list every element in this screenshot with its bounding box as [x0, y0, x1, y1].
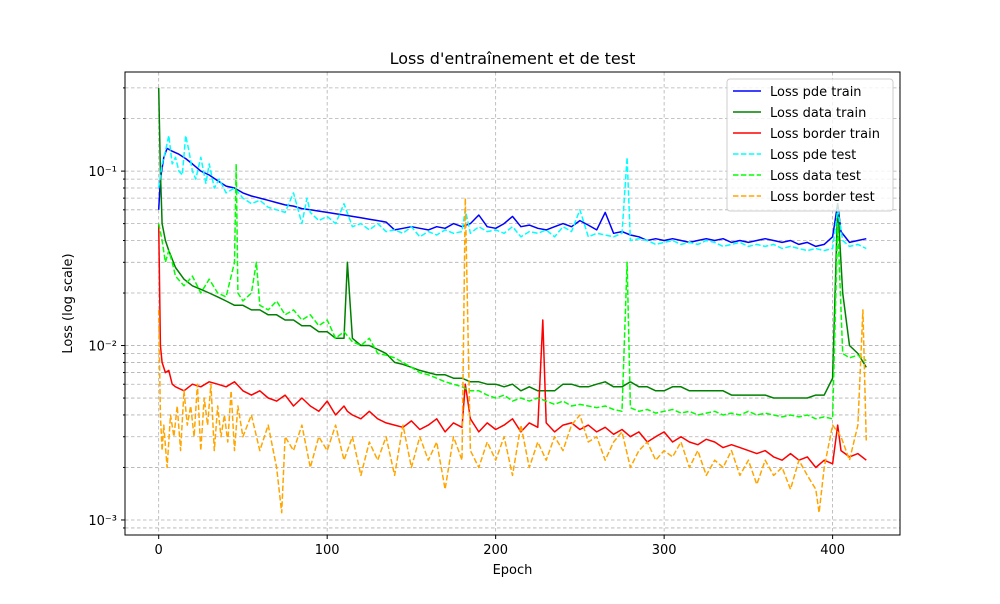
legend-box: [726, 78, 894, 212]
series-line-4: [157, 134, 867, 252]
series-line-6: [157, 197, 868, 514]
x-tick-label: 0: [155, 543, 163, 558]
legend-label: Loss data test: [770, 169, 861, 184]
legend-label: Loss border test: [770, 190, 875, 205]
grid: [125, 72, 900, 535]
plot-frame: [124, 71, 901, 536]
y-tick-label: 10⁻²: [88, 340, 117, 355]
legend-label: Loss data train: [770, 106, 866, 121]
chart-title: Loss d'entraînement et de test: [390, 49, 636, 68]
x-tick-label: 400: [820, 543, 845, 558]
x-tick-label: 100: [315, 543, 340, 558]
x-axis-label: Epoch: [493, 563, 533, 578]
series-group: [157, 87, 868, 514]
legend-label: Loss pde train: [770, 85, 862, 100]
legend-label: Loss border train: [770, 127, 880, 142]
legend-label: Loss pde test: [770, 148, 856, 163]
series-line-3: [157, 223, 867, 469]
y-axis-label: Loss (log scale): [61, 253, 76, 353]
y-tick-label: 10⁻³: [88, 514, 117, 529]
y-tick-label: 10⁻¹: [88, 165, 117, 180]
series-line-2: [157, 87, 867, 399]
legend: Loss pde train Loss data train Loss border…: [726, 78, 894, 212]
series-line-1: [157, 147, 867, 248]
ticks: 0 100 200 300 400 10⁻³ 10⁻² 10⁻¹: [88, 87, 845, 558]
series-line-5: [157, 163, 867, 420]
x-tick-label: 300: [652, 543, 677, 558]
x-tick-label: 200: [483, 543, 508, 558]
